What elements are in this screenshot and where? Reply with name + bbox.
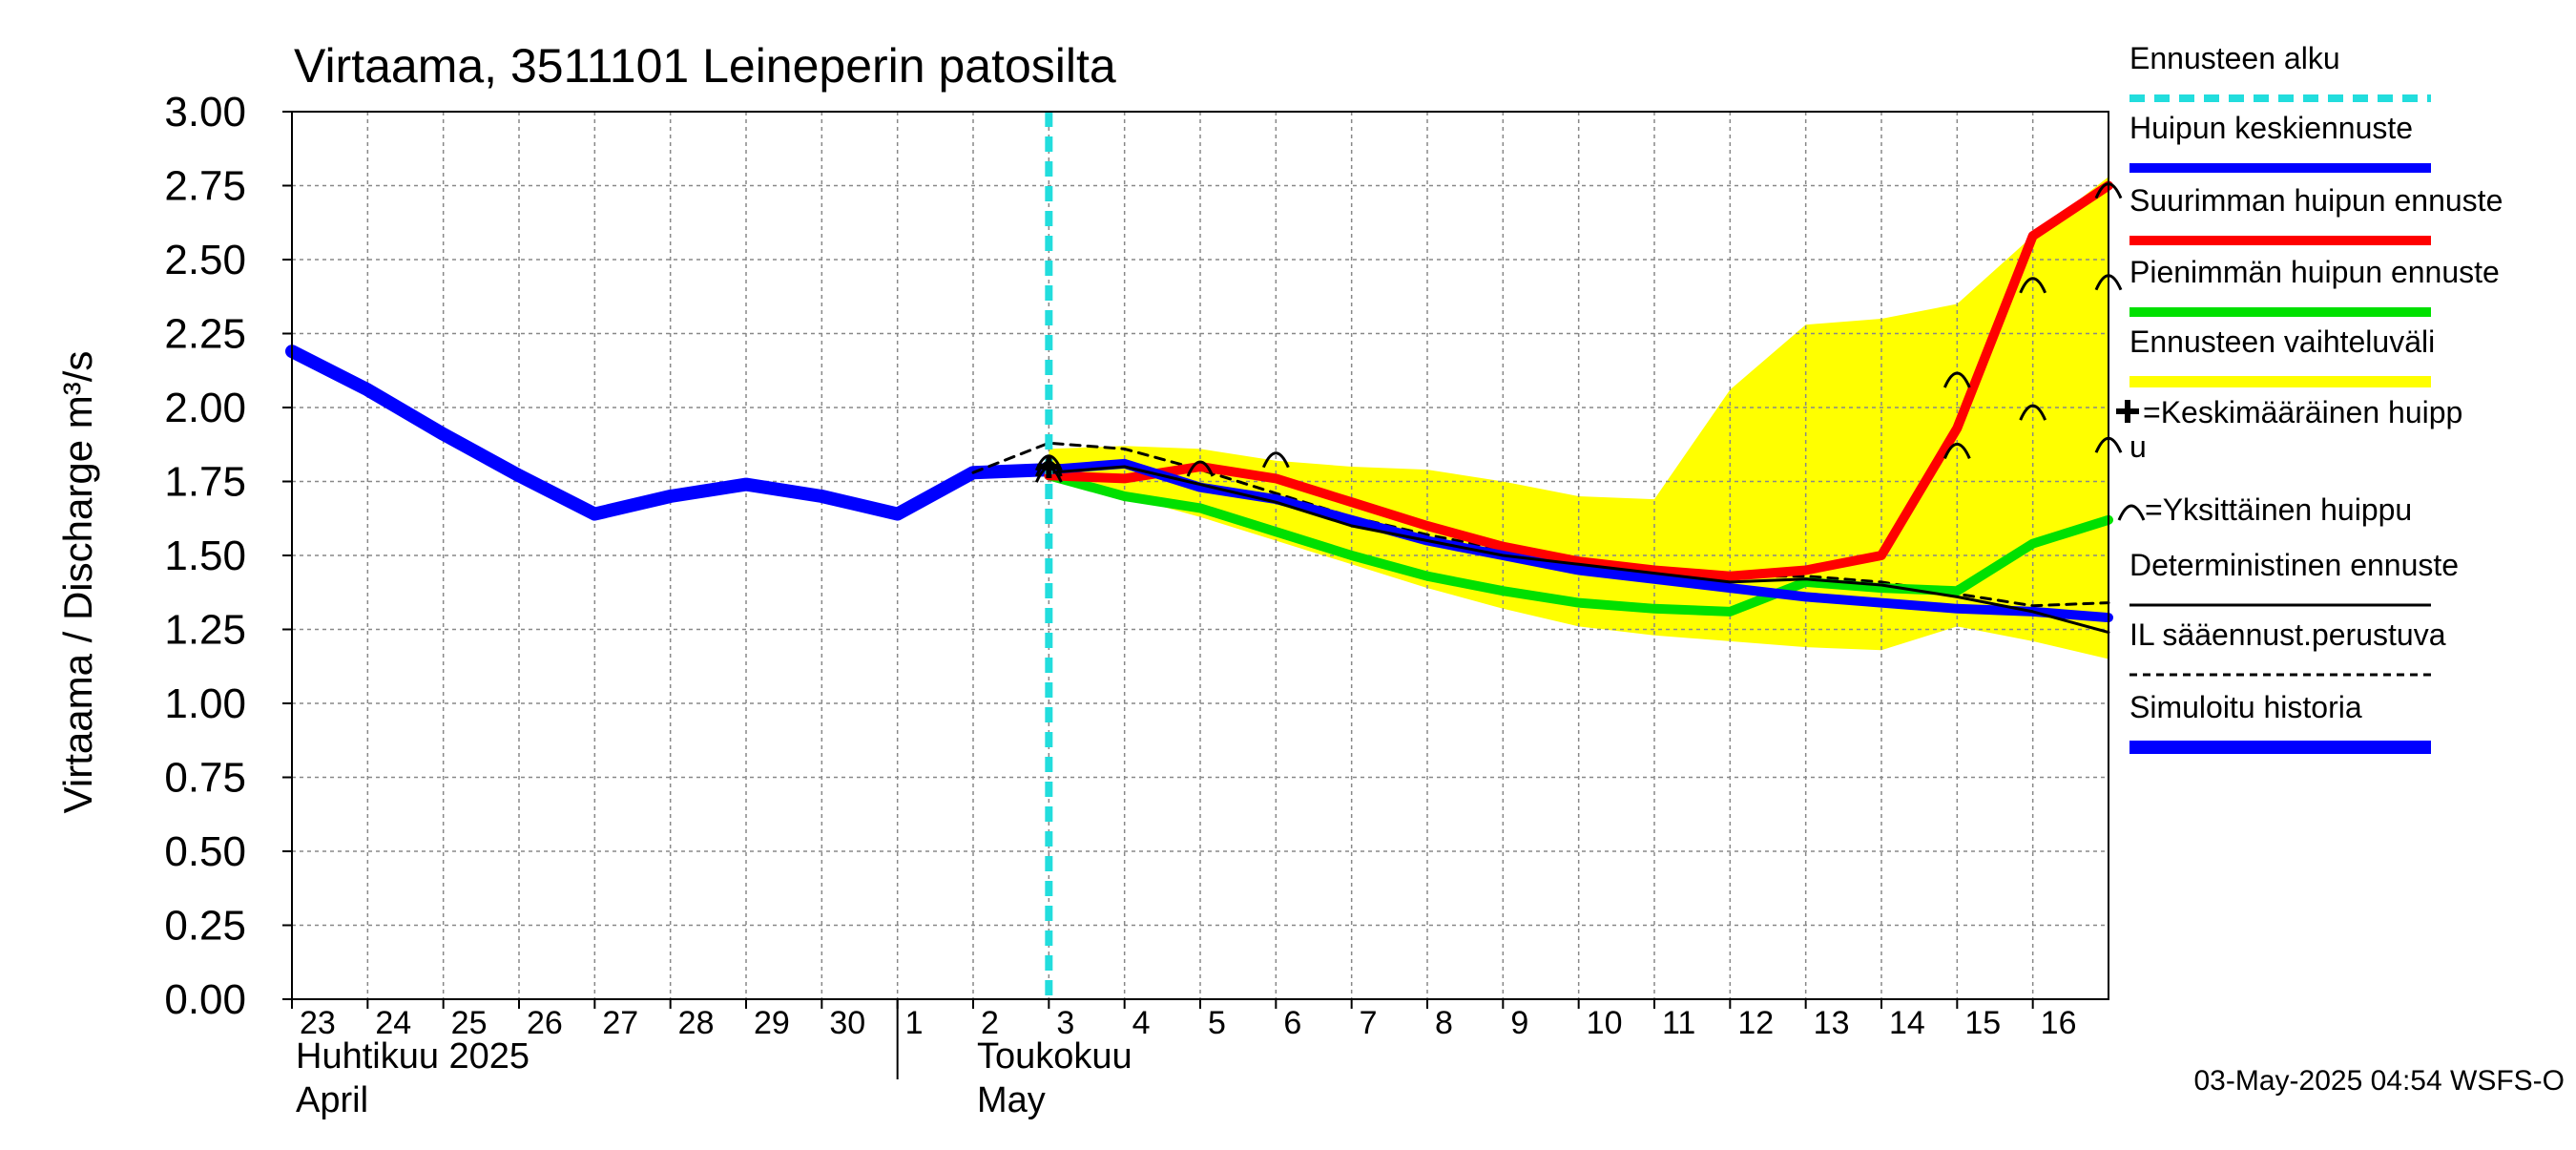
series-layer: [285, 112, 2113, 999]
x-day-label: 9: [1510, 1005, 1528, 1041]
legend: Ennusteen alku Huipun keskiennuste Suurimm…: [2116, 41, 2503, 754]
y-tick-label: 1.75: [164, 459, 246, 506]
legend-label: Deterministinen ennuste: [2129, 548, 2459, 582]
timestamp-label: 03-May-2025 04:54 WSFS-O: [2194, 1065, 2566, 1097]
peak-marker-layer: [1034, 182, 2123, 483]
x-day-label: 24: [375, 1005, 411, 1041]
single-peak-marker: [2019, 277, 2047, 294]
legend-label: Huipun keskiennuste: [2129, 111, 2413, 145]
legend-label: Ennusteen alku: [2129, 41, 2340, 75]
y-axis: 0.00 0.25 0.50 0.75 1.00 1.25 1.50 1.75 2.00 2.25…: [164, 89, 292, 1023]
x-day-label: 8: [1435, 1005, 1453, 1041]
x-day-label: 5: [1208, 1005, 1226, 1041]
x-day-label: 26: [527, 1005, 563, 1041]
month-label: Huhtikuu 2025: [296, 1036, 530, 1077]
series-line-det: [1047, 465, 2110, 635]
x-day-label: 1: [905, 1005, 924, 1041]
x-day-label: 13: [1814, 1005, 1850, 1041]
mean-peak-marker: [1037, 455, 1061, 478]
legend-label: IL sääennust.perustuva: [2129, 617, 2446, 652]
month-label-english: May: [977, 1080, 1046, 1120]
y-tick-label: 2.50: [164, 237, 246, 283]
x-day-label: 15: [1964, 1005, 2001, 1041]
x-day-label: 3: [1056, 1005, 1074, 1041]
forecast-range-band: [1049, 177, 2109, 659]
single-peak-marker: [1942, 371, 1971, 388]
x-day-label: 7: [1360, 1005, 1378, 1041]
series-line-history: [285, 345, 1056, 521]
forecast-range-band-layer: [1049, 177, 2109, 659]
y-tick-label: 1.00: [164, 680, 246, 727]
y-tick-label: 3.00: [164, 89, 246, 136]
month-label-english: April: [296, 1080, 368, 1120]
x-day-label: 14: [1889, 1005, 1925, 1041]
y-tick-label: 1.25: [164, 607, 246, 654]
legend-mean-peak-symbol: [2116, 400, 2139, 423]
x-day-label: 23: [300, 1005, 336, 1041]
x-day-label: 4: [1132, 1005, 1151, 1041]
y-tick-label: 2.75: [164, 163, 246, 210]
x-day-label: 12: [1737, 1005, 1774, 1041]
legend-label: Suurimman huipun ennuste: [2129, 183, 2503, 218]
legend-label: Pienimmän huipun ennuste: [2129, 255, 2500, 289]
y-tick-label: 0.75: [164, 755, 246, 802]
x-day-label: 27: [602, 1005, 638, 1041]
y-axis-label: Virtaama / Discharge m³/s: [55, 351, 100, 814]
x-axis: 23 24 25 26 27 28 29 30 1 2 3 4 5 6 7 8 9 10 11 12 13 14 15 16H…: [291, 999, 2077, 1120]
y-tick-label: 2.25: [164, 311, 246, 358]
y-tick-label: 0.25: [164, 903, 246, 950]
single-peak-marker: [1261, 451, 1290, 469]
x-day-label: 28: [678, 1005, 715, 1041]
x-day-label: 11: [1662, 1005, 1695, 1041]
legend-label: Simuloitu historia: [2129, 690, 2362, 724]
series-line-min: [1044, 470, 2113, 617]
legend-label: Ennusteen vaihteluväli: [2129, 324, 2435, 359]
x-day-label: 25: [451, 1005, 488, 1041]
y-tick-label: 2.00: [164, 385, 246, 431]
legend-label: =Keskimääräinen huipp: [2143, 395, 2462, 429]
single-peak-marker: [1186, 460, 1215, 477]
x-day-label: 29: [754, 1005, 790, 1041]
legend-single-peak-symbol: [2117, 504, 2146, 521]
legend-label-continued: u: [2129, 429, 2147, 464]
x-day-label: 16: [2041, 1005, 2077, 1041]
y-tick-label: 0.00: [164, 976, 246, 1023]
y-tick-label: 0.50: [164, 828, 246, 875]
x-day-label: 6: [1283, 1005, 1301, 1041]
x-day-label: 2: [981, 1005, 999, 1041]
legend-label: =Yksittäinen huippu: [2145, 492, 2412, 527]
x-day-label: 10: [1587, 1005, 1623, 1041]
x-day-label: 30: [829, 1005, 865, 1041]
single-peak-marker: [2019, 404, 2047, 421]
y-tick-label: 1.50: [164, 533, 246, 579]
month-label: Toukokuu: [977, 1036, 1132, 1077]
single-peak-marker: [1942, 442, 1971, 460]
series-line-max: [1044, 180, 2113, 581]
chart-title: Virtaama, 3511101 Leineperin patosilta: [294, 39, 1116, 93]
